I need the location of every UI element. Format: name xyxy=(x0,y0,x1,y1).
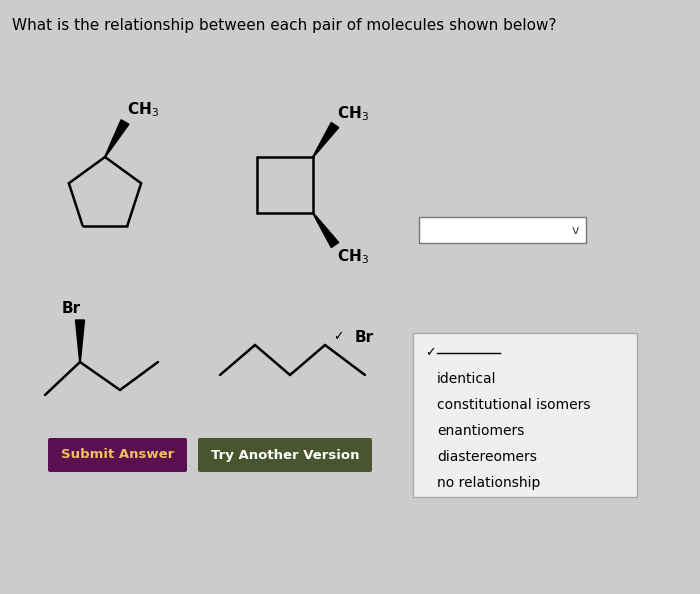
Text: CH$_3$: CH$_3$ xyxy=(337,247,369,266)
Text: no relationship: no relationship xyxy=(437,476,540,490)
Text: enantiomers: enantiomers xyxy=(437,424,524,438)
Text: constitutional isomers: constitutional isomers xyxy=(437,398,591,412)
Polygon shape xyxy=(105,120,129,157)
Text: v: v xyxy=(571,223,579,236)
Text: CH$_3$: CH$_3$ xyxy=(337,105,369,123)
Text: diastereomers: diastereomers xyxy=(437,450,537,464)
FancyBboxPatch shape xyxy=(419,217,586,243)
Text: ✓: ✓ xyxy=(333,330,344,343)
Polygon shape xyxy=(313,213,339,248)
Polygon shape xyxy=(313,122,339,157)
FancyBboxPatch shape xyxy=(198,438,372,472)
Polygon shape xyxy=(76,320,85,362)
FancyBboxPatch shape xyxy=(413,333,637,497)
Text: CH$_3$: CH$_3$ xyxy=(127,100,159,119)
Text: Br: Br xyxy=(62,301,81,316)
Text: What is the relationship between each pair of molecules shown below?: What is the relationship between each pa… xyxy=(12,18,556,33)
Text: Br: Br xyxy=(355,330,374,345)
Text: ✓: ✓ xyxy=(425,346,435,359)
FancyBboxPatch shape xyxy=(48,438,187,472)
Text: Try Another Version: Try Another Version xyxy=(211,448,359,462)
Text: identical: identical xyxy=(437,372,496,386)
Text: Submit Answer: Submit Answer xyxy=(61,448,174,462)
